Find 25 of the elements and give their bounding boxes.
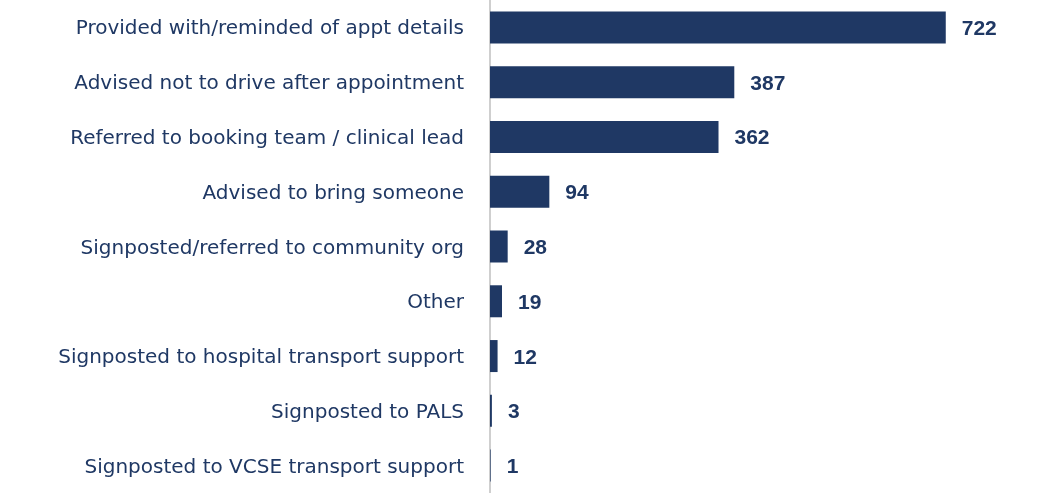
y-tick-label: Other (407, 289, 465, 314)
bar (490, 11, 946, 44)
y-tick-label: Signposted to VCSE transport support (84, 453, 465, 478)
data-label: 722 (961, 15, 997, 39)
data-label: 28 (523, 235, 548, 258)
data-label: 362 (734, 125, 770, 149)
bar (490, 285, 502, 318)
y-tick-label: Signposted to PALS (271, 398, 464, 423)
data-label: 1 (506, 454, 519, 478)
bar (490, 230, 508, 263)
data-label: 387 (750, 70, 786, 94)
data-label: 3 (507, 399, 520, 423)
data-label: 94 (565, 180, 590, 204)
bar (490, 175, 550, 208)
data-label: 19 (517, 289, 542, 313)
bar (490, 66, 735, 99)
y-tick-label: Advised to bring someone (202, 179, 464, 204)
data-label: 12 (513, 344, 537, 368)
y-tick-label: Provided with/reminded of appt details (75, 15, 464, 40)
y-tick-label: Signposted to hospital transport support (58, 344, 465, 369)
y-tick-label: Advised not to drive after appointment (74, 70, 465, 95)
bar (490, 120, 719, 153)
bar (490, 340, 498, 373)
y-tick-label: Signposted/referred to community org (80, 234, 464, 259)
y-tick-label: Referred to booking team / clinical lead (70, 124, 464, 149)
